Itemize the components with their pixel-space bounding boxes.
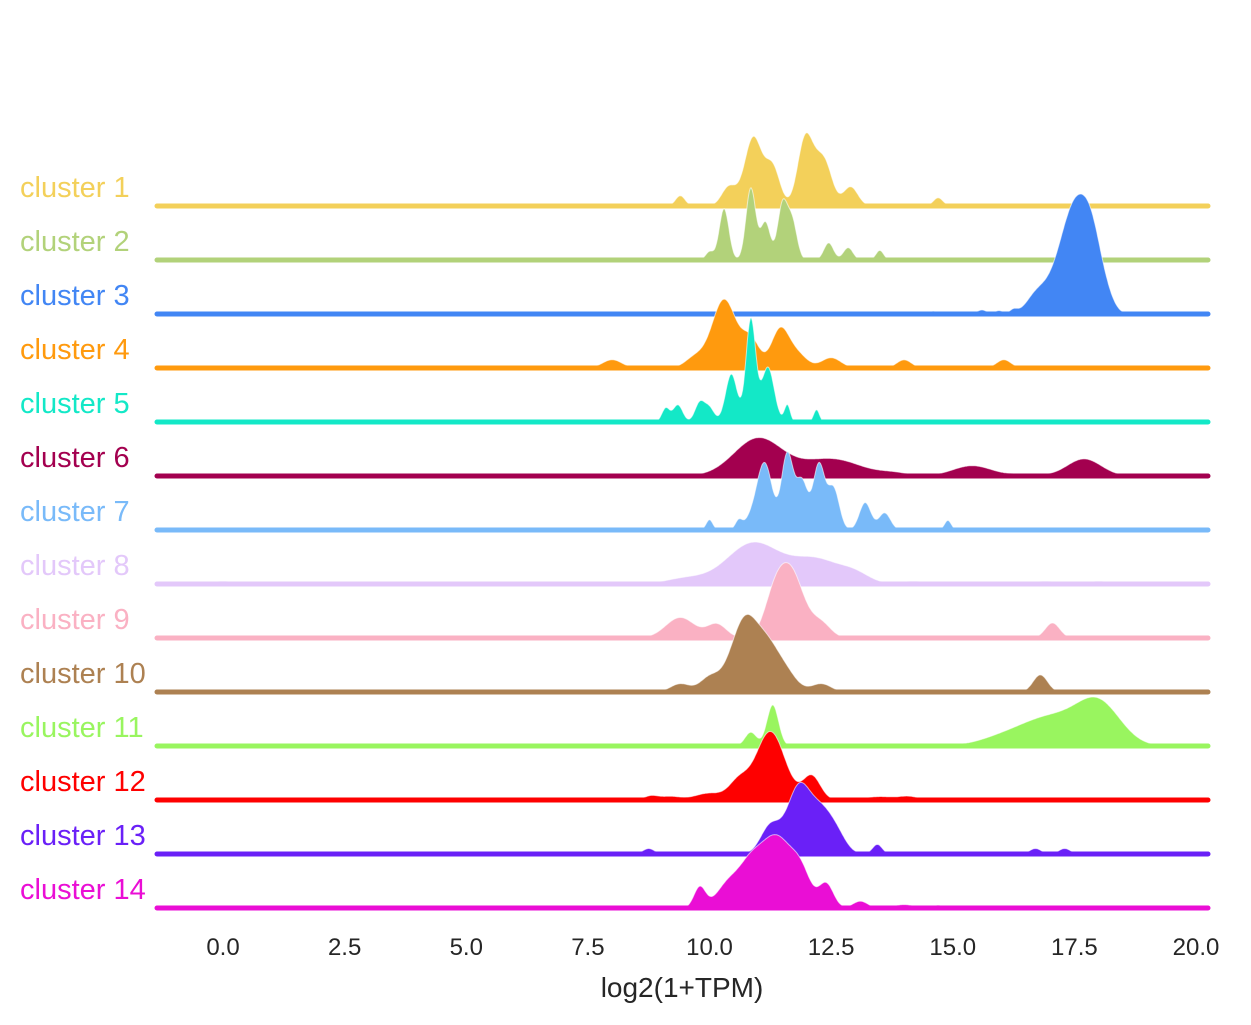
row-label-cluster-3: cluster 3 (20, 280, 130, 312)
ridge-area-cluster-6 (660, 436, 1134, 477)
row-label-cluster-11: cluster 11 (20, 712, 144, 744)
row-label-cluster-9: cluster 9 (20, 604, 130, 636)
ridge-area-cluster-3 (923, 193, 1134, 315)
row-label-cluster-10: cluster 10 (20, 658, 146, 690)
ridge-area-cluster-13 (636, 781, 1075, 855)
ridge-area-cluster-1 (660, 132, 955, 207)
ridge-area-cluster-11 (645, 696, 1158, 747)
x-tick-label: 0.0 (206, 934, 239, 961)
row-label-cluster-5: cluster 5 (20, 388, 130, 420)
x-tick-label: 10.0 (686, 934, 733, 961)
ridge-area-cluster-8 (207, 541, 1124, 585)
row-label-group: cluster 1 cluster 2 cluster 3 cluster 4 clus… (20, 172, 146, 906)
x-tick-label: 15.0 (929, 934, 976, 961)
row-label-cluster-4: cluster 4 (20, 334, 130, 366)
row-label-cluster-1: cluster 1 (20, 172, 130, 204)
row-label-cluster-7: cluster 7 (20, 496, 130, 528)
row-label-cluster-14: cluster 14 (20, 874, 146, 906)
x-axis: 0.0 2.5 5.0 7.5 10.0 12.5 15.0 17.5 20.0 (206, 934, 1219, 961)
x-tick-label: 5.0 (450, 934, 483, 961)
x-tick-label: 2.5 (328, 934, 361, 961)
row-label-cluster-2: cluster 2 (20, 226, 130, 258)
x-tick-label: 12.5 (808, 934, 855, 961)
ridge-series-group (154, 132, 1211, 911)
ridge-area-cluster-14 (684, 834, 953, 909)
row-label-cluster-13: cluster 13 (20, 820, 146, 852)
ridge-area-cluster-4 (587, 298, 1027, 369)
x-tick-label: 17.5 (1051, 934, 1098, 961)
row-label-cluster-12: cluster 12 (20, 766, 146, 798)
x-tick-label: 20.0 (1173, 934, 1220, 961)
x-tick-label: 7.5 (571, 934, 604, 961)
x-axis-title: log2(1+TPM) (601, 972, 764, 1003)
row-label-cluster-8: cluster 8 (20, 550, 130, 582)
row-label-cluster-6: cluster 6 (20, 442, 130, 474)
